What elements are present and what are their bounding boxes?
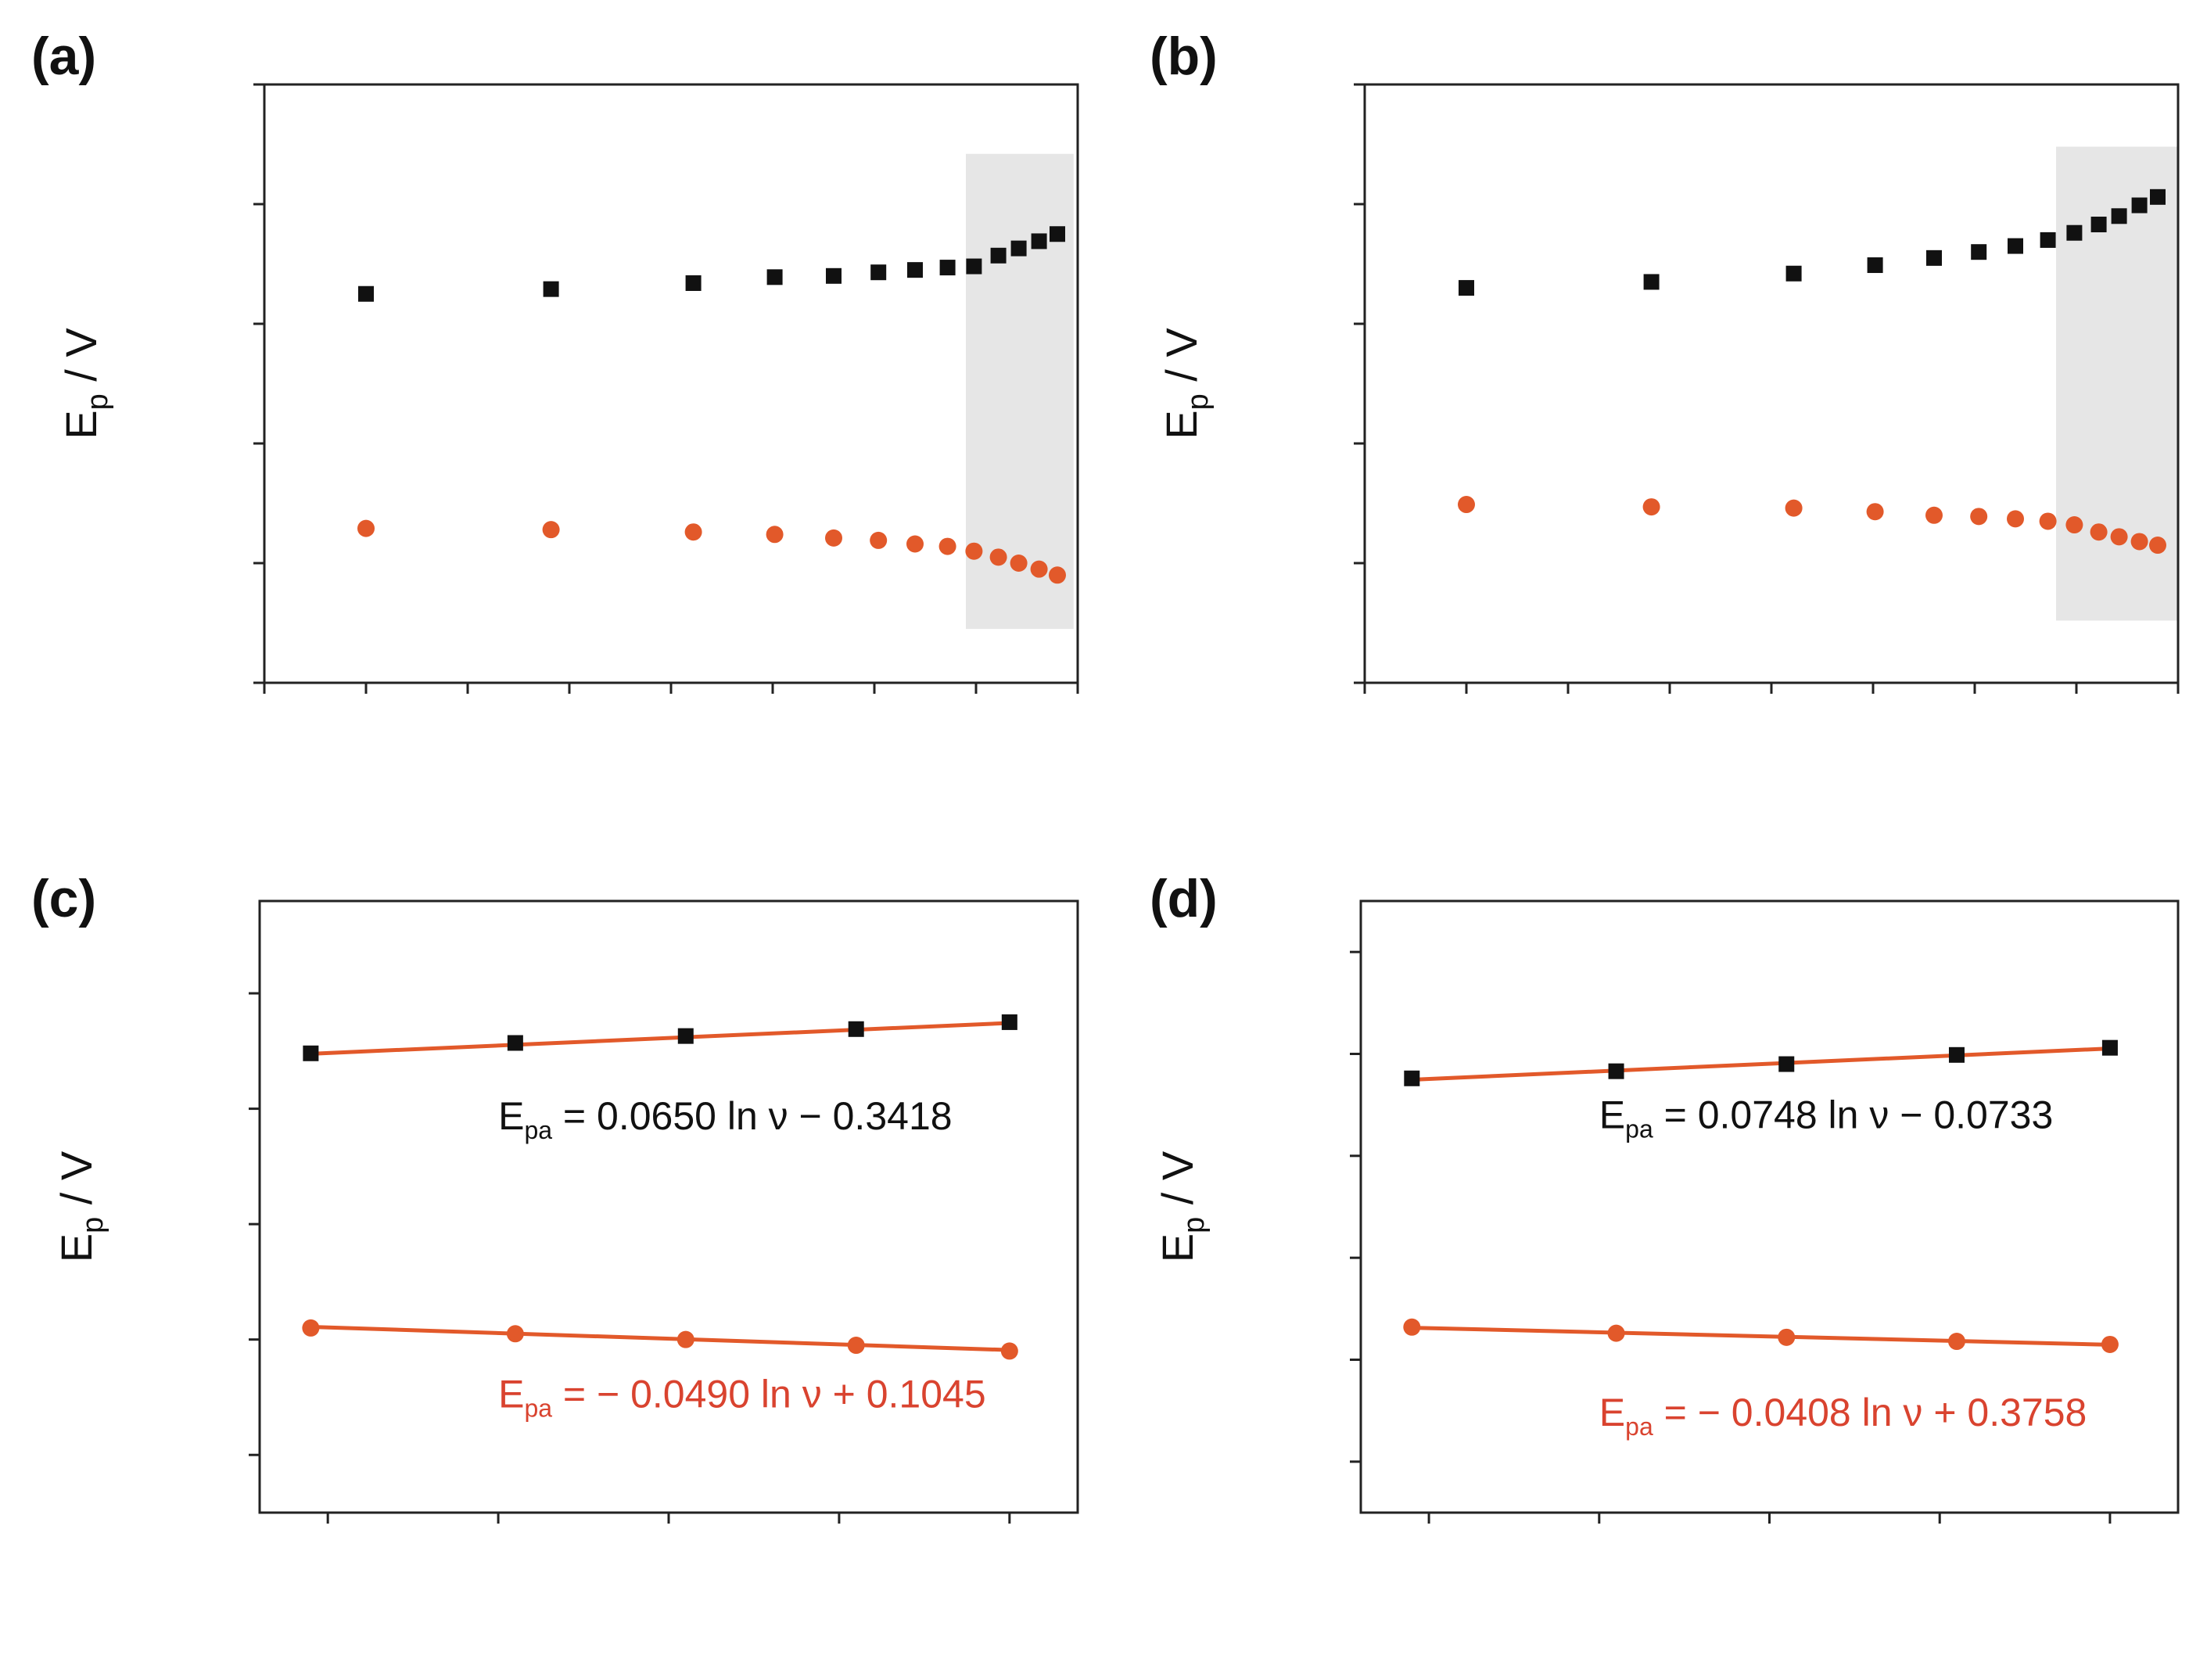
panel-d: (d) Ep / V Epa = 0.0748 ln ν − 0.0733 Epa =… (1150, 869, 2180, 1524)
anodic-point (2008, 238, 2023, 254)
panel-b: (b) Ep / V (1150, 27, 2180, 694)
cathodic-point (825, 529, 842, 547)
anodic-point (1643, 274, 1660, 290)
anodic-point (1050, 226, 1065, 242)
anodic-point (907, 262, 923, 278)
fit-equation: Epa = 0.0650 ln ν − 0.3418 (498, 1094, 952, 1144)
cathodic-point (506, 1325, 524, 1343)
anodic-point (1001, 1014, 1017, 1030)
anodic-point (939, 260, 956, 276)
cathodic-point (766, 526, 784, 544)
panel-label: (d) (1150, 869, 1218, 928)
cathodic-point (2090, 523, 2108, 541)
cathodic-point (1778, 1328, 1796, 1346)
fit-line (310, 1021, 1010, 1056)
cathodic-point (1403, 1318, 1421, 1336)
anodic-point (1971, 244, 1987, 260)
cathodic-point (676, 1330, 694, 1348)
cathodic-point (1642, 498, 1660, 516)
cathodic-point (2065, 516, 2083, 534)
anodic-point (826, 267, 842, 284)
cathodic-point (1785, 499, 1803, 517)
anodic-point (507, 1035, 523, 1051)
anodic-point (1010, 240, 1027, 257)
anodic-point (1031, 233, 1047, 249)
cathodic-point (870, 531, 888, 549)
cathodic-point (965, 542, 983, 560)
plot-frame (263, 83, 1079, 684)
anodic-point (303, 1045, 319, 1061)
cathodic-point (1970, 508, 1988, 526)
fit-line (1412, 1046, 2111, 1082)
anodic-point (1785, 265, 1802, 282)
anodic-point (1867, 257, 1883, 274)
anodic-point (990, 247, 1007, 264)
anodic-point (677, 1028, 694, 1044)
panel-c: (c) Ep / V Epa = 0.0650 ln ν − 0.3418 Epa =… (31, 869, 1079, 1524)
fit-line (1412, 1326, 2110, 1347)
anodic-point (543, 281, 559, 297)
anodic-point (2131, 197, 2148, 214)
anodic-point (685, 275, 702, 291)
panel-a: (a) Ep / V (31, 27, 1079, 694)
cathodic-point (1030, 560, 1048, 578)
anodic-point (1926, 249, 1942, 266)
cathodic-point (906, 535, 924, 553)
anodic-point (2150, 188, 2166, 205)
fit-equation: Epa = − 0.0490 ln ν + 0.1045 (498, 1373, 986, 1423)
cathodic-point (1947, 1333, 1965, 1351)
panel-label: (a) (31, 27, 96, 86)
cathodic-point (2007, 510, 2024, 528)
anodic-point (1404, 1070, 1420, 1086)
y-axis-label: Ep / V (1157, 328, 1215, 440)
anodic-point (1608, 1063, 1624, 1079)
anodic-point (766, 269, 783, 285)
panel-label: (c) (31, 869, 96, 928)
anodic-point (870, 264, 887, 281)
anodic-point (2111, 208, 2127, 224)
anodic-point (1459, 280, 1474, 296)
plot-frame (258, 899, 1079, 1514)
y-axis-label: Ep / V (52, 1151, 109, 1262)
anodic-point (2090, 217, 2107, 233)
cathodic-point (989, 548, 1007, 566)
cathodic-point (938, 537, 956, 555)
panel-label: (b) (1150, 27, 1218, 86)
cathodic-point (847, 1337, 865, 1355)
cathodic-point (1607, 1324, 1625, 1342)
cathodic-point (1049, 566, 1066, 584)
anodic-point (2066, 224, 2083, 241)
anodic-point (2040, 232, 2056, 248)
cathodic-point (542, 521, 560, 539)
cathodic-point (1866, 503, 1884, 521)
cathodic-point (302, 1319, 320, 1337)
cathodic-point (2130, 533, 2148, 551)
anodic-point (1778, 1056, 1795, 1072)
cathodic-point (684, 523, 702, 541)
cathodic-point (1010, 555, 1028, 572)
cathodic-point (357, 519, 375, 537)
cathodic-point (2149, 537, 2166, 555)
anodic-point (1948, 1046, 1965, 1063)
anodic-point (358, 285, 374, 302)
anodic-point (966, 258, 982, 275)
cathodic-point (2039, 512, 2057, 530)
anodic-point (2101, 1039, 2118, 1056)
cathodic-point (1925, 506, 1943, 524)
cathodic-point (1000, 1342, 1018, 1360)
cathodic-point (2110, 528, 2128, 546)
y-axis-label: Ep / V (56, 328, 114, 440)
fit-equation: Epa = − 0.0408 ln ν + 0.3758 (1599, 1391, 2087, 1441)
cathodic-point (2101, 1335, 2119, 1353)
y-axis-label: Ep / V (1153, 1151, 1211, 1262)
fit-line (310, 1324, 1010, 1352)
fit-equation: Epa = 0.0748 ln ν − 0.0733 (1599, 1093, 2053, 1143)
cathodic-point (1458, 496, 1475, 514)
anodic-point (848, 1021, 864, 1037)
